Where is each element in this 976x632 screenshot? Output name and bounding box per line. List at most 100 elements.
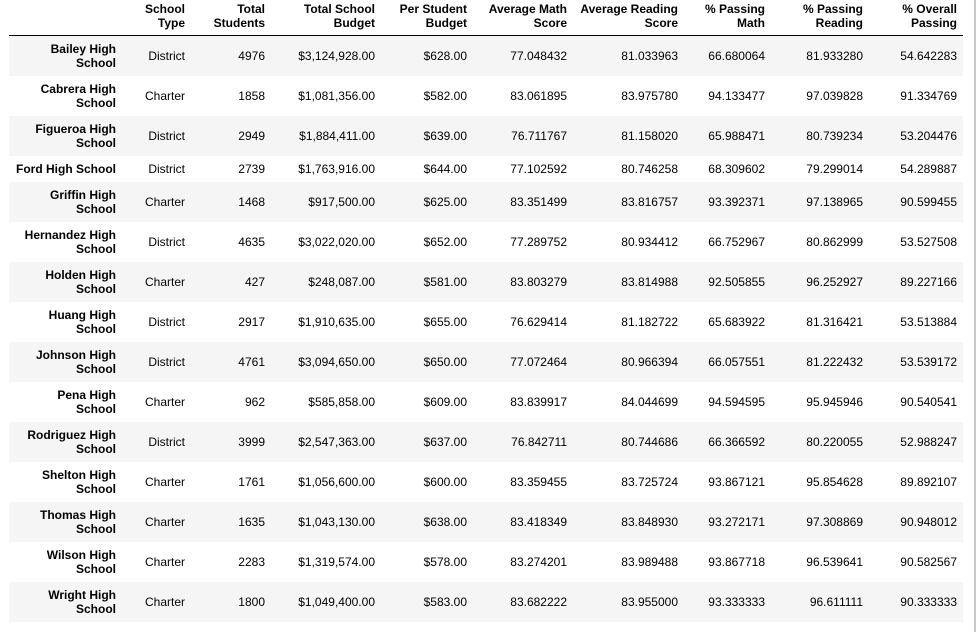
table-cell: District (148, 355, 185, 369)
table-cell: $639.00 (423, 129, 467, 143)
school-summary-table: School Type Total Students Total School Bu… (9, 2, 963, 622)
table-cell: $582.00 (423, 89, 467, 103)
school-name: Wright High School (9, 582, 122, 622)
table-cell: 93.392371 (708, 195, 765, 209)
table-cell: 81.033963 (621, 49, 678, 63)
table-cell: Charter (144, 475, 185, 489)
table-cell: $1,910,635.00 (298, 315, 375, 329)
table-row: Thomas High School Charter 1635 $1,043,130.… (9, 502, 963, 542)
table-cell: 65.988471 (708, 129, 765, 143)
scrollbar-edge[interactable] (974, 0, 976, 632)
table-cell: District (148, 315, 185, 329)
table-cell: 93.867121 (708, 475, 765, 489)
table-cell: 76.711767 (511, 129, 567, 143)
table-cell: $1,049,400.00 (298, 595, 375, 609)
table-cell: $583.00 (423, 595, 467, 609)
table-cell: 1468 (238, 195, 265, 209)
table-row: Holden High School Charter 427 $248,087.00 $… (9, 262, 963, 302)
table-cell: 77.048432 (510, 49, 567, 63)
table-cell: 52.988247 (900, 435, 957, 449)
table-cell: District (148, 435, 185, 449)
table-cell: $248,087.00 (308, 275, 375, 289)
table-cell: Charter (144, 555, 185, 569)
school-name: Griffin High School (9, 182, 122, 222)
table-cell: 54.289887 (900, 162, 957, 176)
table-cell: $1,056,600.00 (298, 475, 375, 489)
table-cell: $637.00 (423, 435, 467, 449)
table-cell: 83.975780 (621, 89, 678, 103)
table-cell: 77.289752 (510, 235, 567, 249)
school-name-text: Shelton High School (42, 468, 116, 496)
table-cell: 94.133477 (708, 89, 765, 103)
table-cell: 80.744686 (621, 435, 678, 449)
table-cell: 66.057551 (708, 355, 765, 369)
column-header: Per Student Budget (381, 2, 473, 36)
table-cell: $1,319,574.00 (298, 555, 375, 569)
school-name: Shelton High School (9, 462, 122, 502)
table-cell: $650.00 (423, 355, 467, 369)
table-cell: 89.892107 (900, 475, 957, 489)
table-cell: 4761 (238, 355, 265, 369)
table-header-row: School Type Total Students Total School Bu… (9, 2, 963, 36)
table-row: Pena High School Charter 962 $585,858.00 $60… (9, 382, 963, 422)
table-cell: 90.948012 (900, 515, 957, 529)
table-cell: 90.582567 (900, 555, 957, 569)
table-cell: District (148, 129, 185, 143)
table-row: Shelton High School Charter 1761 $1,056,600… (9, 462, 963, 502)
table-cell: 83.359455 (510, 475, 567, 489)
table-cell: 65.683922 (708, 315, 765, 329)
table-cell: 97.138965 (806, 195, 863, 209)
table-cell: 89.227166 (900, 275, 957, 289)
school-name-text: Griffin High School (50, 188, 116, 216)
table-cell: 68.309602 (708, 162, 765, 176)
table-row: Hernandez High School District 4635 $3,022,… (9, 222, 963, 262)
table-cell: Charter (144, 195, 185, 209)
table-cell: 93.333333 (708, 595, 765, 609)
table-cell: 81.222432 (806, 355, 863, 369)
school-name-text: Johnson High School (36, 348, 116, 376)
table-cell: 1635 (238, 515, 265, 529)
table-cell: $609.00 (423, 395, 467, 409)
table-cell: District (148, 162, 185, 176)
table-cell: $625.00 (423, 195, 467, 209)
school-name-text: Ford High School (16, 162, 116, 176)
table-cell: District (148, 235, 185, 249)
table-row: Huang High School District 2917 $1,910,635.… (9, 302, 963, 342)
table-cell: 2739 (238, 162, 265, 176)
table-cell: 83.803279 (510, 275, 567, 289)
table-cell: $638.00 (423, 515, 467, 529)
table-cell: 83.814988 (621, 275, 678, 289)
school-name-text: Hernandez High School (24, 228, 116, 256)
table-cell: 83.418349 (510, 515, 567, 529)
table-cell: 66.680064 (708, 49, 765, 63)
table-cell: 1858 (238, 89, 265, 103)
school-name: Thomas High School (9, 502, 122, 542)
column-header: % Overall Passing (869, 2, 963, 36)
table-cell: $3,094,650.00 (298, 355, 375, 369)
table-cell: $1,081,356.00 (298, 89, 375, 103)
school-name-text: Huang High School (48, 308, 116, 336)
table-cell: 83.839917 (510, 395, 567, 409)
column-header: Total School Budget (271, 2, 381, 36)
school-name: Wilson High School (9, 542, 122, 582)
table-cell: 81.933280 (806, 49, 863, 63)
school-name-text: Wright High School (48, 588, 116, 616)
table-cell: Charter (144, 275, 185, 289)
school-name: Hernandez High School (9, 222, 122, 262)
table-cell: 53.527508 (900, 235, 957, 249)
table-cell: $3,022,020.00 (298, 235, 375, 249)
table-cell: 91.334769 (900, 89, 957, 103)
school-name: Bailey High School (9, 36, 122, 77)
table-cell: 80.739234 (806, 129, 863, 143)
table-cell: 80.862999 (806, 235, 863, 249)
column-header: % Passing Reading (771, 2, 869, 36)
table-cell: $655.00 (423, 315, 467, 329)
table-cell: 81.158020 (621, 129, 678, 143)
column-header: Total Students (191, 2, 271, 36)
table-row: Bailey High School District 4976 $3,124,928… (9, 35, 963, 77)
table-cell: 3999 (238, 435, 265, 449)
school-name-text: Thomas High School (39, 508, 116, 536)
table-cell: 77.102592 (510, 162, 567, 176)
table-cell: 83.989488 (621, 555, 678, 569)
table-cell: 80.966394 (621, 355, 678, 369)
